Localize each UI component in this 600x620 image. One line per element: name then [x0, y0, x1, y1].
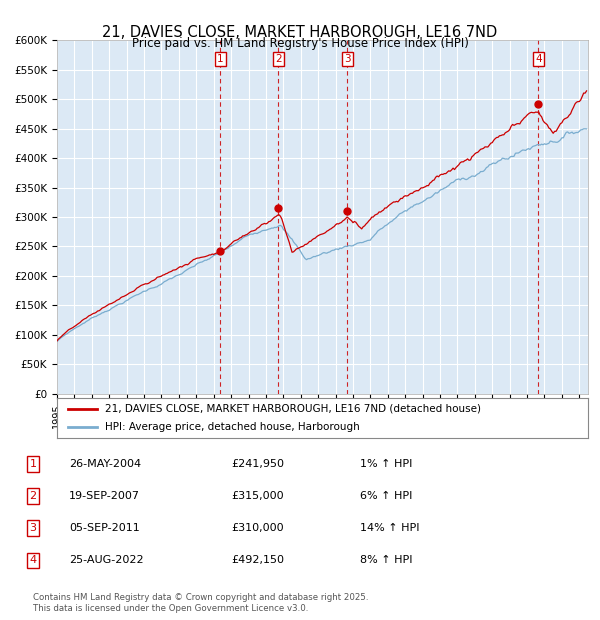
Text: 3: 3: [29, 523, 37, 533]
Text: 3: 3: [344, 54, 351, 64]
Text: £492,150: £492,150: [231, 556, 284, 565]
Text: 8% ↑ HPI: 8% ↑ HPI: [360, 556, 413, 565]
Text: £315,000: £315,000: [231, 491, 284, 501]
Text: 21, DAVIES CLOSE, MARKET HARBOROUGH, LE16 7ND (detached house): 21, DAVIES CLOSE, MARKET HARBOROUGH, LE1…: [105, 404, 481, 414]
Text: 14% ↑ HPI: 14% ↑ HPI: [360, 523, 419, 533]
Text: 26-MAY-2004: 26-MAY-2004: [69, 459, 141, 469]
Text: 2: 2: [29, 491, 37, 501]
Text: 1: 1: [217, 54, 224, 64]
Text: 6% ↑ HPI: 6% ↑ HPI: [360, 491, 412, 501]
Text: 2: 2: [275, 54, 282, 64]
Text: 25-AUG-2022: 25-AUG-2022: [69, 556, 143, 565]
Text: Contains HM Land Registry data © Crown copyright and database right 2025.
This d: Contains HM Land Registry data © Crown c…: [33, 593, 368, 613]
Text: 19-SEP-2007: 19-SEP-2007: [69, 491, 140, 501]
Text: Price paid vs. HM Land Registry's House Price Index (HPI): Price paid vs. HM Land Registry's House …: [131, 37, 469, 50]
Text: 1% ↑ HPI: 1% ↑ HPI: [360, 459, 412, 469]
Text: 4: 4: [535, 54, 542, 64]
Text: £310,000: £310,000: [231, 523, 284, 533]
Text: 21, DAVIES CLOSE, MARKET HARBOROUGH, LE16 7ND: 21, DAVIES CLOSE, MARKET HARBOROUGH, LE1…: [103, 25, 497, 40]
Text: 1: 1: [29, 459, 37, 469]
Text: £241,950: £241,950: [231, 459, 284, 469]
Text: 05-SEP-2011: 05-SEP-2011: [69, 523, 140, 533]
Text: 4: 4: [29, 556, 37, 565]
Text: HPI: Average price, detached house, Harborough: HPI: Average price, detached house, Harb…: [105, 422, 359, 433]
